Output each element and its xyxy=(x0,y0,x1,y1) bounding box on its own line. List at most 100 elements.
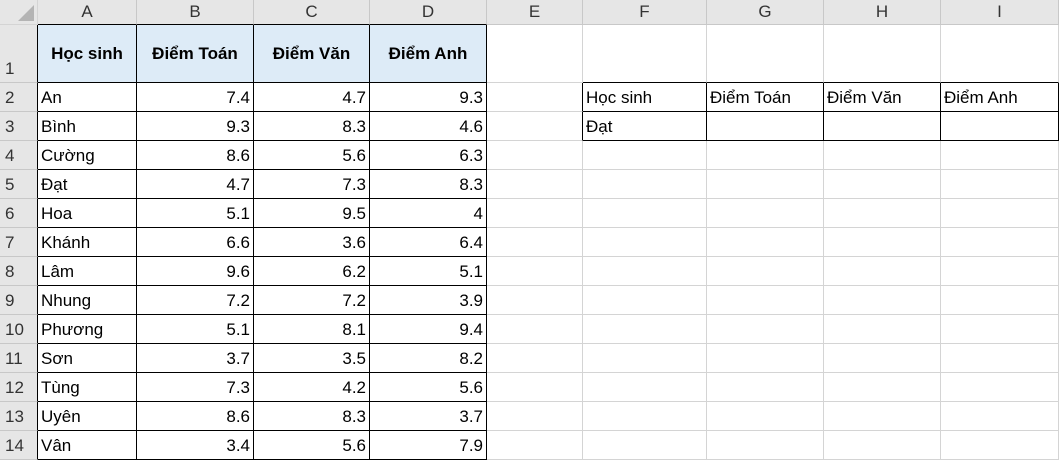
cell-A1[interactable]: Học sinh xyxy=(38,25,137,83)
row-header-7[interactable]: 7 xyxy=(0,228,38,257)
row-header-14[interactable]: 14 xyxy=(0,431,38,460)
column-header-I[interactable]: I xyxy=(941,0,1059,25)
cell-E14[interactable] xyxy=(487,431,583,460)
column-header-A[interactable]: A xyxy=(38,0,137,25)
cell-H11[interactable] xyxy=(824,344,941,373)
row-header-8[interactable]: 8 xyxy=(0,257,38,286)
cell-I14[interactable] xyxy=(941,431,1059,460)
cell-H1[interactable] xyxy=(824,25,941,83)
cell-F1[interactable] xyxy=(583,25,707,83)
cell-F12[interactable] xyxy=(583,373,707,402)
cell-H9[interactable] xyxy=(824,286,941,315)
cell-I4[interactable] xyxy=(941,141,1059,170)
row-header-4[interactable]: 4 xyxy=(0,141,38,170)
cell-B5[interactable]: 4.7 xyxy=(137,170,254,199)
cell-B6[interactable]: 5.1 xyxy=(137,199,254,228)
cell-G1[interactable] xyxy=(707,25,824,83)
column-header-C[interactable]: C xyxy=(254,0,370,25)
cell-C7[interactable]: 3.6 xyxy=(254,228,370,257)
cell-G4[interactable] xyxy=(707,141,824,170)
cell-B13[interactable]: 8.6 xyxy=(137,402,254,431)
cell-H6[interactable] xyxy=(824,199,941,228)
cell-I5[interactable] xyxy=(941,170,1059,199)
cell-I3[interactable] xyxy=(941,112,1059,141)
cell-E1[interactable] xyxy=(487,25,583,83)
cell-D8[interactable]: 5.1 xyxy=(370,257,487,286)
column-header-G[interactable]: G xyxy=(707,0,824,25)
column-header-E[interactable]: E xyxy=(487,0,583,25)
cell-C14[interactable]: 5.6 xyxy=(254,431,370,460)
cell-F13[interactable] xyxy=(583,402,707,431)
cell-I1[interactable] xyxy=(941,25,1059,83)
select-all-button[interactable] xyxy=(0,0,38,25)
cell-G2[interactable]: Điểm Toán xyxy=(707,83,824,112)
cell-H4[interactable] xyxy=(824,141,941,170)
cell-E8[interactable] xyxy=(487,257,583,286)
cell-C9[interactable]: 7.2 xyxy=(254,286,370,315)
cell-D4[interactable]: 6.3 xyxy=(370,141,487,170)
cell-B12[interactable]: 7.3 xyxy=(137,373,254,402)
cell-B3[interactable]: 9.3 xyxy=(137,112,254,141)
cell-D1[interactable]: Điểm Anh xyxy=(370,25,487,83)
cell-H10[interactable] xyxy=(824,315,941,344)
cell-D5[interactable]: 8.3 xyxy=(370,170,487,199)
cell-C10[interactable]: 8.1 xyxy=(254,315,370,344)
cell-C6[interactable]: 9.5 xyxy=(254,199,370,228)
cell-H5[interactable] xyxy=(824,170,941,199)
cell-C11[interactable]: 3.5 xyxy=(254,344,370,373)
cell-D9[interactable]: 3.9 xyxy=(370,286,487,315)
cell-A3[interactable]: Bình xyxy=(38,112,137,141)
cell-G14[interactable] xyxy=(707,431,824,460)
cell-D6[interactable]: 4 xyxy=(370,199,487,228)
cell-D14[interactable]: 7.9 xyxy=(370,431,487,460)
cell-A12[interactable]: Tùng xyxy=(38,373,137,402)
cell-E7[interactable] xyxy=(487,228,583,257)
cell-A14[interactable]: Vân xyxy=(38,431,137,460)
cell-I8[interactable] xyxy=(941,257,1059,286)
cell-I9[interactable] xyxy=(941,286,1059,315)
cell-D11[interactable]: 8.2 xyxy=(370,344,487,373)
cell-C13[interactable]: 8.3 xyxy=(254,402,370,431)
cell-F10[interactable] xyxy=(583,315,707,344)
row-header-2[interactable]: 2 xyxy=(0,83,38,112)
cell-B11[interactable]: 3.7 xyxy=(137,344,254,373)
cell-I11[interactable] xyxy=(941,344,1059,373)
cell-F4[interactable] xyxy=(583,141,707,170)
cell-F5[interactable] xyxy=(583,170,707,199)
cell-F7[interactable] xyxy=(583,228,707,257)
cell-E10[interactable] xyxy=(487,315,583,344)
cell-G7[interactable] xyxy=(707,228,824,257)
cell-C12[interactable]: 4.2 xyxy=(254,373,370,402)
cell-B14[interactable]: 3.4 xyxy=(137,431,254,460)
cell-A11[interactable]: Sơn xyxy=(38,344,137,373)
cell-G13[interactable] xyxy=(707,402,824,431)
row-header-6[interactable]: 6 xyxy=(0,199,38,228)
cell-C3[interactable]: 8.3 xyxy=(254,112,370,141)
cell-F8[interactable] xyxy=(583,257,707,286)
cell-G9[interactable] xyxy=(707,286,824,315)
cell-A7[interactable]: Khánh xyxy=(38,228,137,257)
cell-C4[interactable]: 5.6 xyxy=(254,141,370,170)
column-header-H[interactable]: H xyxy=(824,0,941,25)
cell-E3[interactable] xyxy=(487,112,583,141)
cell-D2[interactable]: 9.3 xyxy=(370,83,487,112)
cell-B1[interactable]: Điểm Toán xyxy=(137,25,254,83)
cell-F9[interactable] xyxy=(583,286,707,315)
cell-C5[interactable]: 7.3 xyxy=(254,170,370,199)
row-header-10[interactable]: 10 xyxy=(0,315,38,344)
row-header-1[interactable]: 1 xyxy=(0,25,38,83)
cell-G11[interactable] xyxy=(707,344,824,373)
cell-A8[interactable]: Lâm xyxy=(38,257,137,286)
cell-D7[interactable]: 6.4 xyxy=(370,228,487,257)
cell-I10[interactable] xyxy=(941,315,1059,344)
row-header-5[interactable]: 5 xyxy=(0,170,38,199)
cell-C1[interactable]: Điểm Văn xyxy=(254,25,370,83)
cell-H12[interactable] xyxy=(824,373,941,402)
cell-F2[interactable]: Học sinh xyxy=(583,83,707,112)
cell-G10[interactable] xyxy=(707,315,824,344)
cell-B10[interactable]: 5.1 xyxy=(137,315,254,344)
cell-D10[interactable]: 9.4 xyxy=(370,315,487,344)
cell-D3[interactable]: 4.6 xyxy=(370,112,487,141)
column-header-B[interactable]: B xyxy=(137,0,254,25)
column-header-F[interactable]: F xyxy=(583,0,707,25)
